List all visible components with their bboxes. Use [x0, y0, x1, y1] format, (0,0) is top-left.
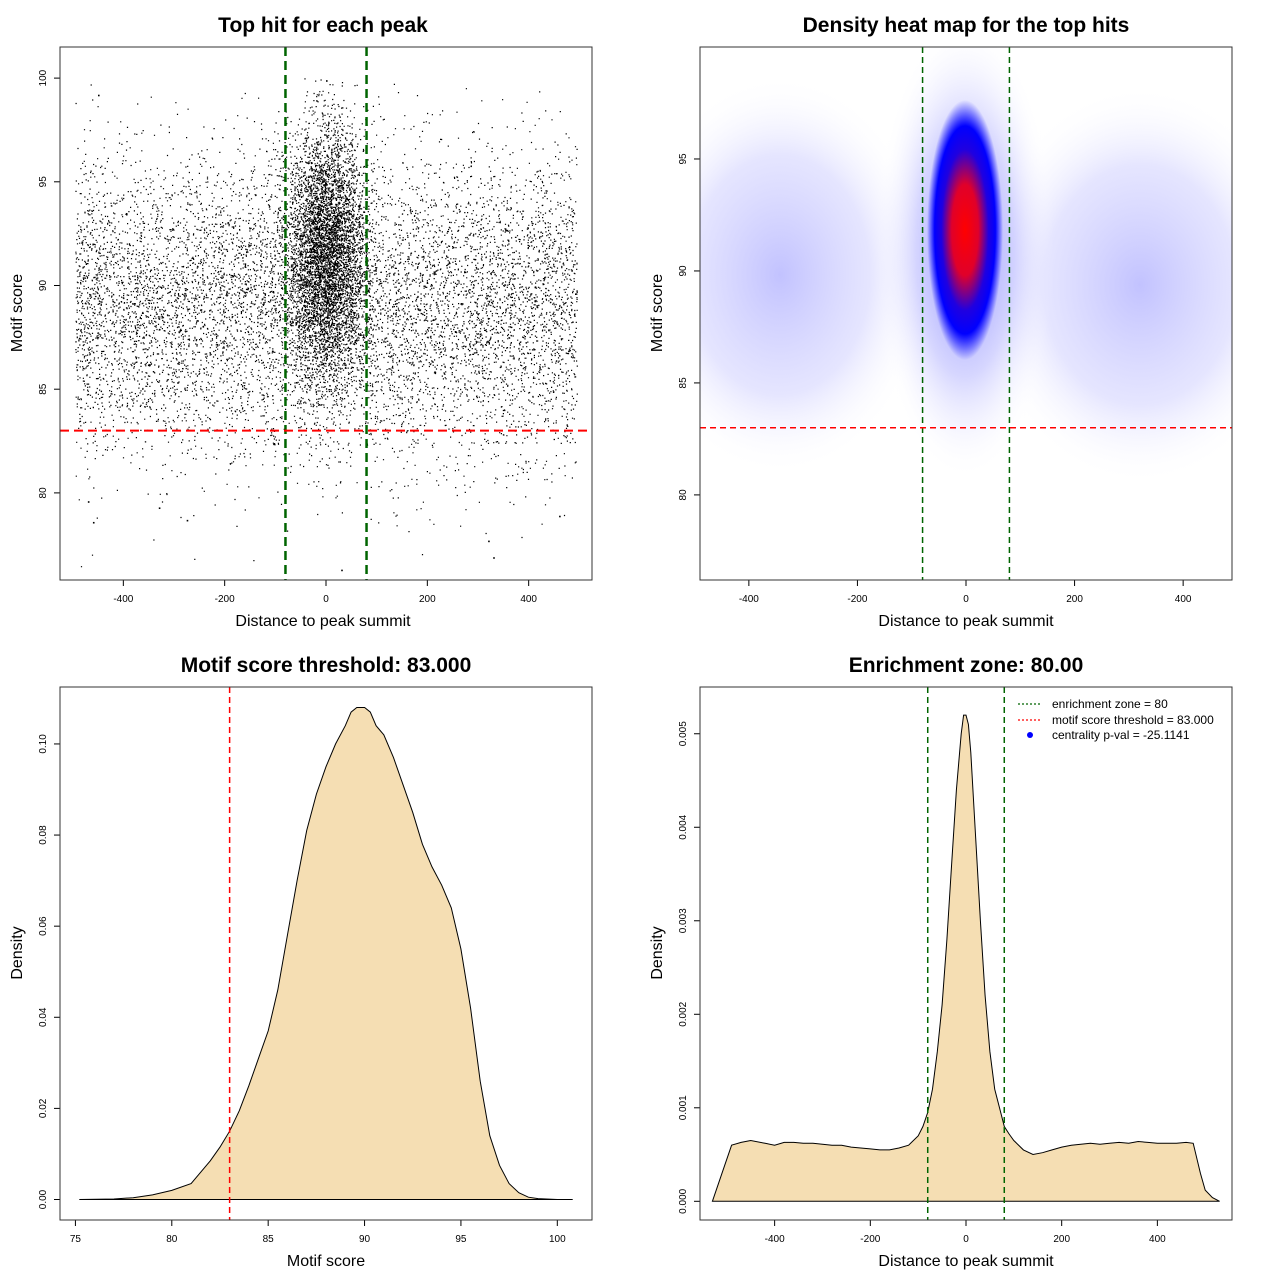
y-tick-label: 0.005 [678, 721, 689, 746]
axis-ticks: -400 -200 0 200 400 80 85 90 95 100 [38, 69, 537, 605]
y-tick-label: 0.001 [678, 1095, 689, 1120]
heat-core [927, 100, 1003, 360]
x-axis-label: Distance to peak summit [235, 613, 411, 630]
plot-frame [699, 686, 1233, 1221]
x-tick-label: 0 [963, 594, 969, 605]
x-tick-label: 90 [359, 1234, 371, 1245]
y-tick-label: 0.004 [678, 814, 689, 839]
scatter-point [158, 507, 161, 510]
plot-frame [699, 46, 1233, 581]
reference-lines [700, 47, 1232, 580]
scatter-point [326, 80, 328, 82]
legend: enrichment zone = 80 motif score thresho… [1018, 697, 1214, 742]
heatmap-surface [700, 47, 1232, 485]
y-tick-label: 0.00 [38, 1189, 49, 1209]
x-tick-label: 200 [1066, 594, 1083, 605]
y-tick-label: 0.06 [38, 916, 49, 936]
plot-frame [59, 46, 593, 581]
x-tick-label: 0 [963, 1234, 969, 1245]
reference-lines [60, 47, 592, 580]
x-tick-label: -200 [215, 594, 235, 605]
y-tick-label: 0.000 [678, 1188, 689, 1213]
x-tick-label: 0 [323, 594, 329, 605]
legend-enrichment-label: enrichment zone = 80 [1052, 697, 1168, 711]
y-tick-label: 100 [38, 69, 49, 86]
x-tick-label: 85 [263, 1234, 275, 1245]
x-axis-label: Distance to peak summit [878, 613, 1054, 630]
legend-pval-label: centrality p-val = -25.1141 [1052, 728, 1190, 742]
x-tick-label: 200 [419, 594, 436, 605]
y-tick-label: 90 [38, 280, 49, 292]
y-tick-label: 85 [678, 377, 689, 389]
y-tick-label: 0.04 [38, 1007, 49, 1027]
x-tick-label: 400 [1149, 1234, 1166, 1245]
y-tick-label: 85 [38, 383, 49, 395]
y-tick-label: 0.02 [38, 1098, 49, 1118]
panel-motif-score-density: Motif score threshold: 83.000 Motif scor… [9, 654, 593, 1270]
density-area [711, 714, 1220, 1202]
x-axis-label: Motif score [287, 1253, 365, 1270]
y-axis-label: Density [9, 926, 26, 979]
x-tick-label: -200 [860, 1234, 880, 1245]
scatter-point [87, 501, 90, 503]
scatter-point [186, 519, 189, 522]
scatter-point [493, 557, 495, 559]
x-tick-label: 100 [549, 1234, 566, 1245]
scatter-point [559, 515, 561, 518]
y-axis-label: Motif score [9, 274, 26, 352]
x-tick-label: 75 [70, 1234, 82, 1245]
y-axis-label: Motif score [649, 274, 666, 352]
x-tick-label: 95 [455, 1234, 467, 1245]
y-tick-label: 0.002 [678, 1001, 689, 1026]
panel-enrichment-density: Enrichment zone: 80.00 Distance to peak … [649, 654, 1233, 1270]
scatter-points-layer [75, 78, 578, 572]
x-tick-label: -400 [113, 594, 133, 605]
scatter-point [488, 540, 490, 543]
x-tick-label: 80 [166, 1234, 178, 1245]
chart-title: Enrichment zone: 80.00 [849, 654, 1084, 677]
x-tick-label: -400 [765, 1234, 785, 1245]
x-tick-label: 400 [1175, 594, 1192, 605]
scatter-point-cloud [75, 78, 578, 568]
axis-ticks: 75 80 85 90 95 100 0.00 0.02 0.04 0.06 0.08 0.10 [38, 734, 566, 1245]
scatter-point [341, 569, 343, 572]
chart-title: Top hit for each peak [218, 14, 428, 37]
heat-cloud-left [700, 75, 930, 475]
panel-density-heatmap: Density heat map for the top hits Distan… [649, 14, 1233, 630]
chart-title: Motif score threshold: 83.000 [181, 654, 472, 677]
x-tick-label: 200 [1053, 1234, 1070, 1245]
y-axis-label: Density [649, 926, 666, 979]
x-tick-label: -400 [739, 594, 759, 605]
reference-lines [926, 687, 1006, 1220]
legend-threshold-label: motif score threshold = 83.000 [1052, 713, 1214, 727]
scatter-point [92, 521, 95, 524]
axis-ticks: -400 -200 0 200 400 80 85 90 95 [678, 153, 1192, 605]
y-tick-label: 95 [38, 176, 49, 188]
chart-title: Density heat map for the top hits [803, 14, 1130, 37]
y-tick-label: 80 [38, 487, 49, 499]
density-area [79, 707, 573, 1200]
scatter-point [98, 94, 100, 97]
plot-frame [59, 686, 593, 1221]
y-tick-label: 80 [678, 489, 689, 501]
y-tick-label: 90 [678, 265, 689, 277]
y-tick-label: 95 [678, 153, 689, 165]
legend-pval-dot [1027, 732, 1033, 738]
y-tick-label: 0.003 [678, 908, 689, 933]
x-axis-label: Distance to peak summit [878, 1253, 1054, 1270]
y-tick-label: 0.08 [38, 825, 49, 845]
panel-top-hits-scatter: Top hit for each peak Distance to peak s… [9, 14, 593, 630]
y-tick-label: 0.10 [38, 734, 49, 754]
x-tick-label: 400 [520, 594, 537, 605]
x-tick-label: -200 [847, 594, 867, 605]
axis-ticks: -400 -200 0 200 400 0.000 0.001 0.002 0.003 0.004… [678, 721, 1166, 1245]
